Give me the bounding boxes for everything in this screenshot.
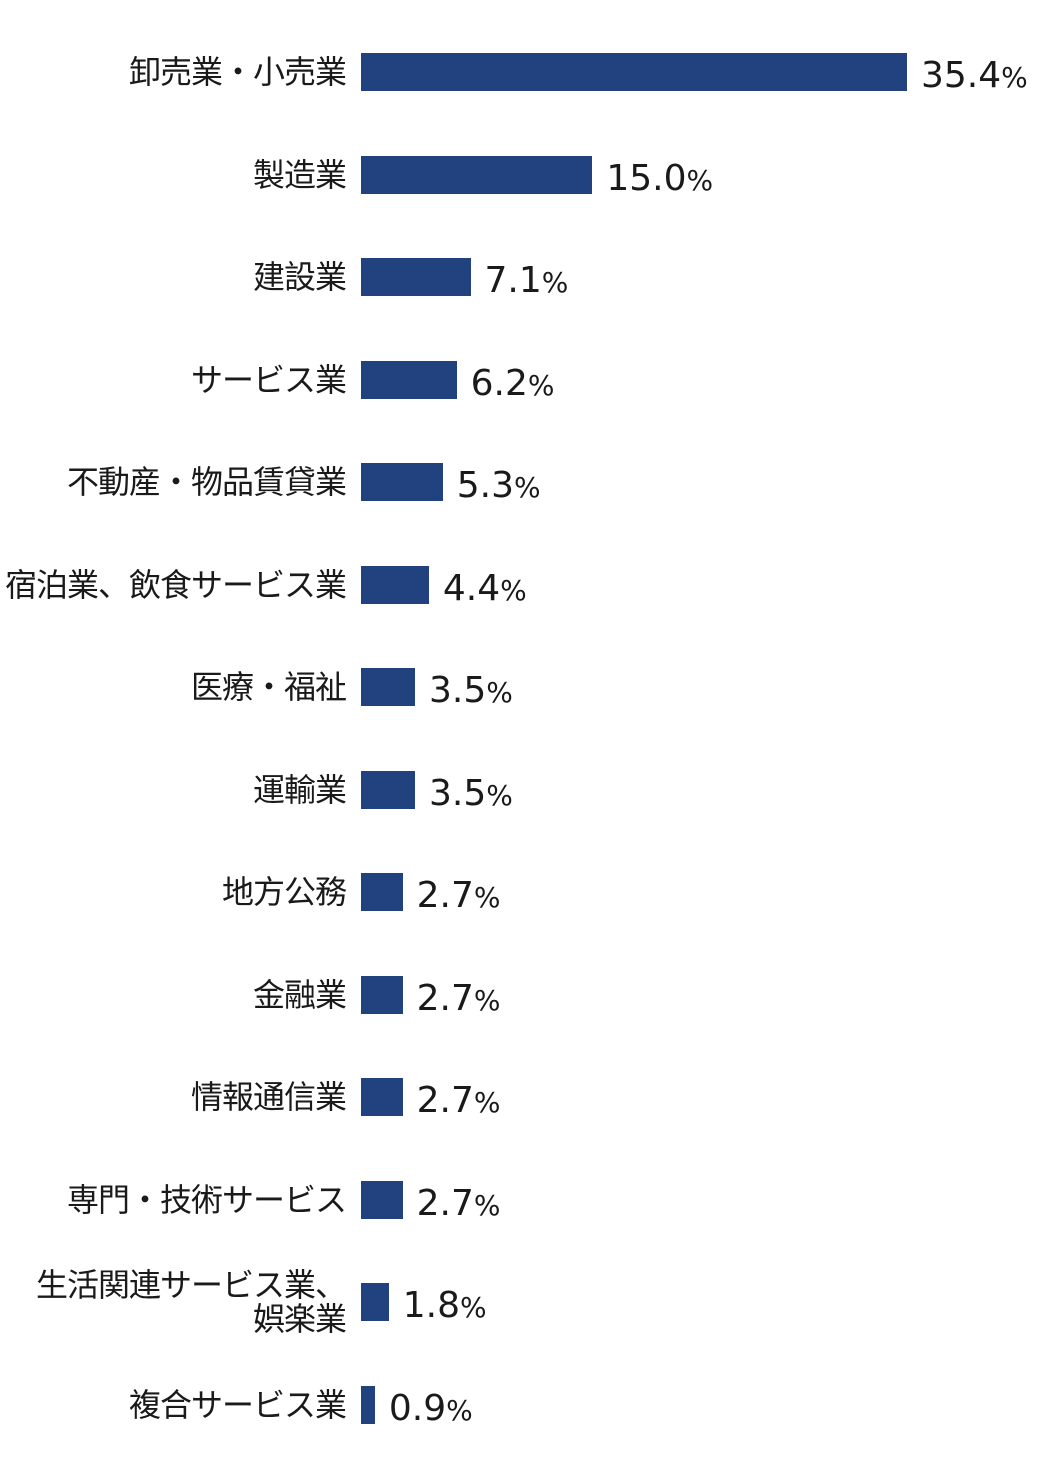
percent-unit: %	[541, 266, 569, 299]
value-number: 6.2	[470, 362, 528, 404]
percent-unit: %	[500, 573, 527, 607]
value-label: 15.0%	[606, 157, 714, 200]
value-label: 3.5%	[428, 772, 513, 815]
value-number: 4.4	[442, 567, 501, 609]
percent-unit: %	[473, 1086, 501, 1119]
bar	[361, 770, 415, 809]
value-number: 5.3	[456, 465, 514, 506]
category-label: 医療・福祉	[190, 668, 347, 706]
category-label: 金融業	[252, 975, 347, 1014]
value-number: 2.7	[416, 1182, 474, 1224]
value-number: 2.7	[416, 977, 474, 1019]
category-label: 運輸業	[252, 770, 347, 809]
category-label: 専門・技術サービス	[66, 1180, 347, 1219]
value-number: 3.5	[428, 772, 487, 814]
value-label: 2.7%	[417, 877, 501, 917]
value-label: 7.1%	[485, 262, 569, 302]
percent-unit: %	[486, 676, 513, 709]
category-label: 宿泊業、飲食サービス業	[4, 565, 347, 604]
value-number: 0.9	[388, 1387, 447, 1429]
bar	[361, 565, 429, 604]
category-label: 複合サービス業	[128, 1385, 347, 1424]
value-label: 1.8%	[403, 1287, 487, 1327]
value-label: 2.7%	[416, 1182, 501, 1225]
bar	[361, 1180, 403, 1219]
value-number: 2.7	[416, 1080, 474, 1121]
value-number: 7.1	[484, 260, 542, 301]
bar	[361, 463, 443, 501]
percent-unit: %	[473, 1188, 501, 1222]
percent-unit: %	[527, 368, 555, 402]
category-label: サービス業	[190, 360, 347, 399]
bar	[361, 1385, 375, 1424]
percent-unit: %	[1001, 61, 1028, 94]
value-label: 4.4%	[442, 567, 527, 610]
category-label: 卸売業・小売業	[128, 53, 347, 91]
value-label: 3.5%	[429, 672, 513, 712]
value-label: 35.4%	[921, 57, 1028, 97]
percent-unit: %	[486, 778, 513, 812]
value-label: 5.3%	[457, 467, 541, 507]
bar	[361, 53, 907, 91]
value-number: 2.7	[416, 875, 474, 916]
category-label: 情報通信業	[190, 1078, 347, 1116]
value-number: 1.8	[402, 1285, 461, 1326]
percent-unit: %	[686, 163, 714, 197]
percent-unit: %	[514, 471, 541, 504]
value-label: 0.9%	[388, 1387, 473, 1430]
category-label: 建設業	[252, 258, 347, 296]
percent-unit: %	[473, 881, 501, 914]
value-label: 6.2%	[470, 362, 555, 405]
value-label: 2.7%	[416, 977, 501, 1020]
percent-unit: %	[473, 983, 501, 1017]
category-label: 不動産・物品賃貸業	[66, 463, 347, 501]
category-label: 生活関連サービス業、 娯楽業	[35, 1266, 347, 1338]
percent-unit: %	[446, 1393, 473, 1427]
category-label: 地方公務	[221, 873, 347, 911]
value-number: 15.0	[606, 157, 687, 199]
bar	[361, 873, 403, 911]
bar	[361, 1078, 403, 1116]
value-number: 35.4	[921, 55, 1002, 96]
bar	[361, 1283, 389, 1321]
value-label: 2.7%	[417, 1082, 501, 1122]
value-number: 3.5	[428, 670, 487, 711]
category-label: 製造業	[252, 155, 347, 194]
percent-unit: %	[460, 1291, 487, 1324]
bar	[361, 155, 593, 194]
bar	[361, 360, 457, 399]
bar	[361, 668, 415, 706]
bar	[361, 975, 403, 1014]
bar	[361, 258, 471, 296]
